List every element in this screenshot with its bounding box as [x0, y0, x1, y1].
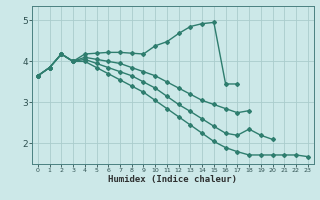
X-axis label: Humidex (Indice chaleur): Humidex (Indice chaleur) — [108, 175, 237, 184]
